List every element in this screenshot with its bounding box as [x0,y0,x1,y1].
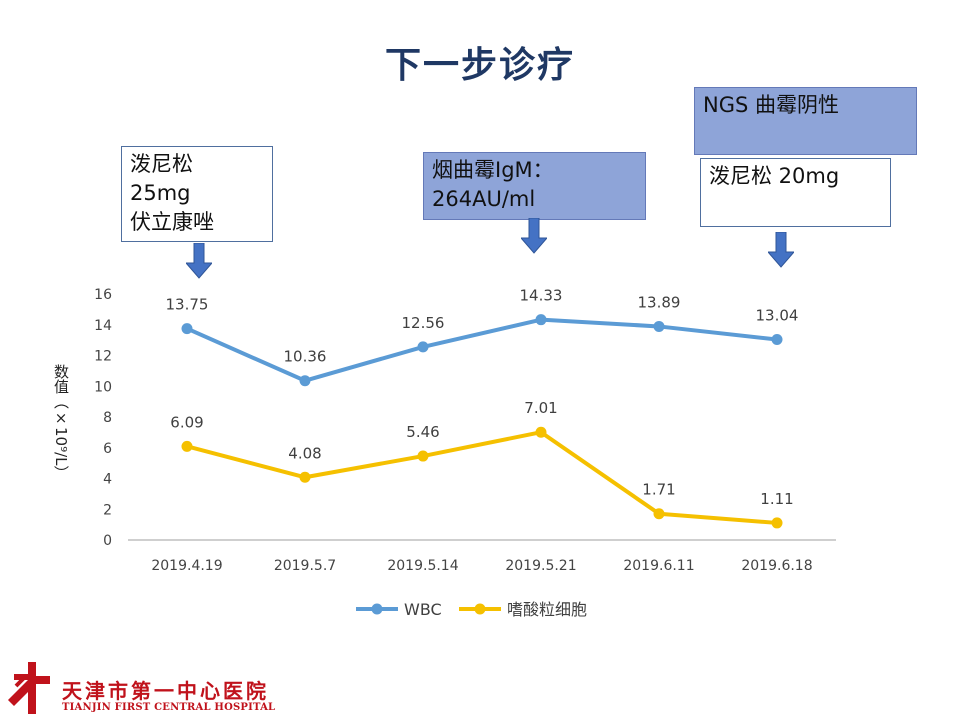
data-point [771,517,783,529]
data-point [771,334,783,346]
annotation-box-prednisone-voriconazole: 泼尼松 25mg 伏立康唑 [121,146,273,242]
down-arrow-icon [186,243,212,279]
x-tick-label: 2019.5.7 [274,558,336,574]
data-point [535,426,547,438]
data-label: 7.01 [524,399,557,417]
legend-swatch-marker [371,603,383,615]
data-label: 1.11 [760,490,793,508]
x-tick-label: 2019.5.21 [505,558,576,574]
down-arrow-icon [521,218,547,254]
y-tick-label: 12 [94,349,112,365]
hospital-name-chinese: 天津市第一中心医院 [62,679,269,703]
annotation-box-prednisone-20mg: 泼尼松 20mg [700,158,891,227]
y-tick-label: 16 [94,287,112,303]
annotation-box-aspergillus-igm: 烟曲霉IgM： 264AU/ml [423,152,646,220]
data-label: 13.89 [638,293,681,311]
data-point [653,508,665,520]
x-tick-label: 2019.6.11 [623,558,694,574]
y-tick-label: 0 [103,533,112,549]
data-point [535,314,547,326]
data-point [417,341,429,353]
data-label: 1.71 [642,481,675,499]
data-point [181,323,193,335]
x-tick-label: 2019.6.18 [741,558,812,574]
x-tick-label: 2019.4.19 [151,558,222,574]
data-label: 4.08 [288,444,321,462]
y-tick-label: 14 [94,318,112,334]
legend-label: 嗜酸粒细胞 [507,600,587,619]
data-point [299,375,311,387]
data-point [417,450,429,462]
data-label: 13.04 [756,307,799,325]
y-axis-title: 数值（×10⁹/L） [52,364,70,481]
series-line-wbc [185,317,779,383]
y-tick-label: 2 [103,502,112,518]
hospital-name-english: TIANJIN FIRST CENTRAL HOSPITAL [62,702,276,713]
y-tick-label: 8 [103,410,112,426]
series-line-eosinophil [185,430,779,525]
data-label: 13.75 [166,296,209,314]
data-point [653,320,665,332]
hospital-logo [0,656,238,720]
data-point [181,440,193,452]
data-label: 12.56 [402,314,445,332]
down-arrow-icon [768,232,794,268]
legend-label: WBC [404,600,442,619]
data-label: 10.36 [284,348,327,366]
y-tick-label: 4 [103,472,112,488]
slide-title: 下一步诊疗 [384,45,575,86]
data-label: 6.09 [170,413,203,431]
y-tick-label: 6 [103,441,112,457]
legend-swatch-marker [474,603,486,615]
data-point [299,471,311,483]
data-label: 14.33 [520,287,563,305]
x-tick-label: 2019.5.14 [387,558,458,574]
annotation-box-ngs-negative: NGS 曲霉阴性 [694,87,917,155]
y-tick-label: 10 [94,379,112,395]
data-label: 5.46 [406,423,439,441]
